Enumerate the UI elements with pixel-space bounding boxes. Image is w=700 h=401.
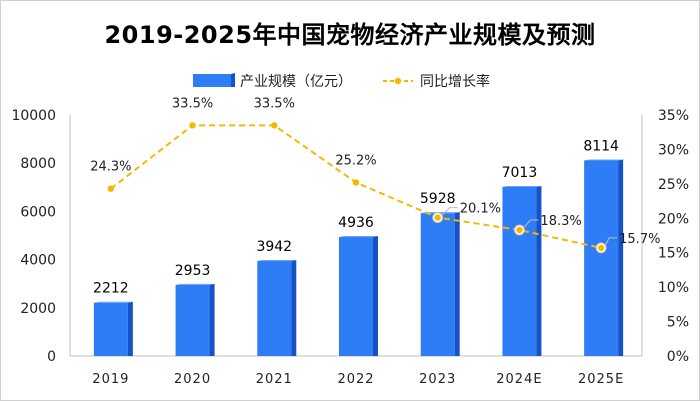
- bar-top: [257, 259, 297, 261]
- label-leader-line: [523, 219, 539, 229]
- growth-point: [516, 226, 523, 234]
- legend-line-label: 同比增长率: [420, 73, 490, 90]
- right-tick-label: 10%: [658, 280, 689, 296]
- bar-top: [420, 212, 460, 214]
- bar-top: [502, 185, 542, 187]
- left-tick-label: 4000: [20, 253, 56, 269]
- bar-data-label: 4936: [338, 215, 374, 231]
- bar-top: [584, 159, 624, 161]
- right-tick-label: 25%: [658, 177, 689, 193]
- x-tick-label: 2019: [92, 372, 129, 387]
- line-data-label: 33.5%: [172, 96, 213, 111]
- label-leader-line: [441, 207, 458, 216]
- line-data-label: 25.2%: [335, 153, 376, 168]
- x-tick-label: 2024E: [496, 372, 542, 387]
- bar-top: [175, 283, 215, 285]
- label-leader-line: [604, 237, 618, 247]
- right-tick-label: 30%: [658, 142, 689, 158]
- bar: [339, 237, 373, 356]
- bar-side: [373, 236, 378, 356]
- bar-side: [536, 185, 542, 356]
- legend-bar-swatch-side: [231, 73, 235, 87]
- bar-data-label: 5928: [420, 191, 456, 207]
- line-data-label: 15.7%: [619, 232, 660, 247]
- x-tick-label: 2025E: [578, 372, 624, 387]
- bar-side: [618, 159, 624, 356]
- bar-data-label: 2953: [175, 263, 211, 279]
- bar-side: [127, 301, 133, 356]
- right-tick-label: 0%: [667, 349, 689, 365]
- bar: [257, 260, 292, 356]
- left-tick-label: 8000: [20, 156, 56, 172]
- growth-point: [271, 122, 278, 129]
- growth-point: [597, 244, 605, 252]
- legend-bar-swatch: [193, 74, 231, 87]
- growth-point: [189, 122, 196, 129]
- bar: [502, 186, 537, 356]
- bar-side: [454, 212, 460, 356]
- right-tick-label: 20%: [658, 211, 689, 227]
- bar-side: [209, 283, 215, 356]
- bar-side: [291, 259, 297, 356]
- line-data-label: 20.1%: [460, 202, 501, 217]
- line-data-label: 24.3%: [90, 160, 131, 175]
- bar: [93, 302, 128, 356]
- line-data-label: 18.3%: [540, 214, 581, 229]
- growth-point: [352, 179, 360, 186]
- line-data-label: 33.5%: [254, 96, 295, 111]
- bar-top: [339, 236, 378, 238]
- right-tick-label: 5%: [667, 315, 689, 331]
- left-tick-label: 10000: [11, 108, 56, 124]
- chart-title: 2019-2025年中国宠物经济产业规模及预测: [104, 21, 596, 49]
- left-tick-label: 0: [47, 349, 56, 365]
- x-tick-label: 2021: [256, 372, 293, 387]
- bar: [420, 213, 455, 356]
- left-tick-label: 2000: [20, 301, 56, 317]
- bar-data-label: 8114: [583, 138, 619, 154]
- bar-top: [93, 301, 133, 303]
- growth-point: [107, 185, 115, 192]
- left-tick-label: 6000: [20, 204, 56, 220]
- bar: [584, 160, 619, 356]
- bar: [175, 284, 210, 356]
- x-tick-label: 2022: [337, 372, 374, 387]
- legend-line-marker: [394, 77, 402, 85]
- x-tick-label: 2023: [419, 372, 456, 387]
- x-tick-label: 2020: [174, 372, 211, 387]
- growth-point: [434, 214, 441, 221]
- right-tick-label: 35%: [658, 108, 689, 124]
- bar-data-label: 3942: [256, 239, 292, 255]
- right-tick-label: 15%: [658, 246, 689, 262]
- bar-data-label: 2212: [93, 281, 129, 297]
- bar-data-label: 7013: [502, 165, 538, 181]
- legend-bar-label: 产业规模（亿元）: [240, 74, 352, 90]
